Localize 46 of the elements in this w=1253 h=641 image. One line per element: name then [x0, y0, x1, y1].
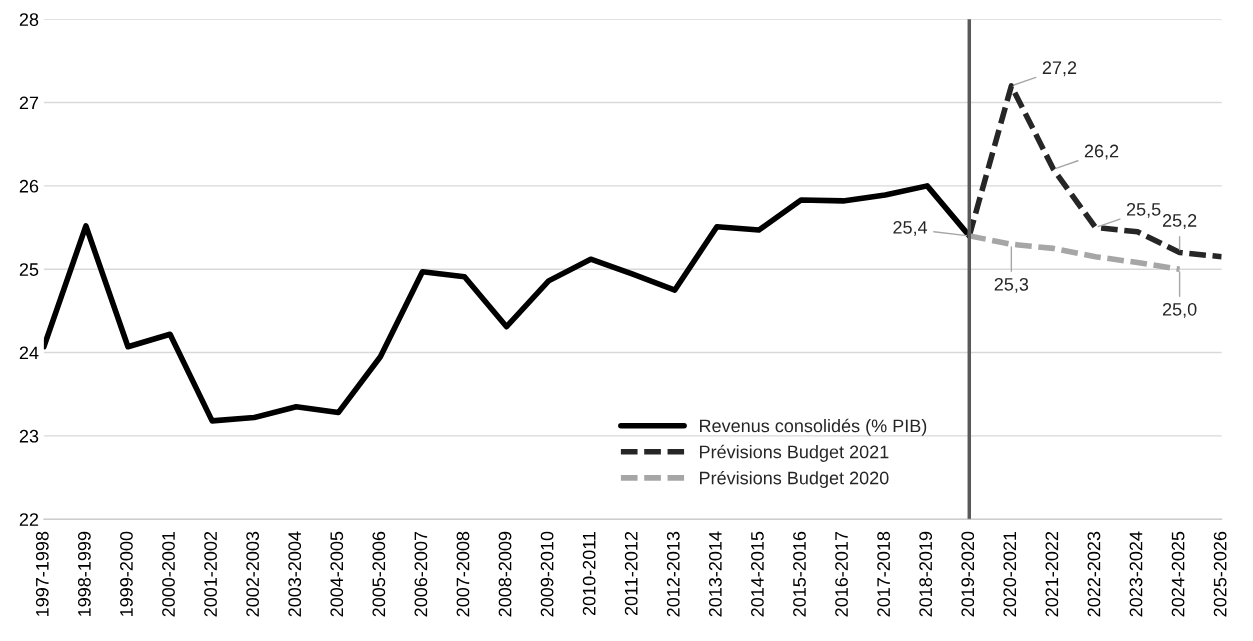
x-tick-label: 2010-2011	[582, 531, 596, 616]
x-tick-label: 2021-2022	[1045, 531, 1059, 617]
x-tick-label: 2008-2009	[498, 531, 512, 617]
x-tick-label: 2012-2013	[666, 531, 680, 617]
x-tick-label: 2007-2008	[456, 531, 470, 617]
x-tick-label: 1998-1999	[77, 531, 91, 616]
data-label: 25,0	[1162, 302, 1197, 318]
x-tick-label: 2017-2018	[877, 531, 890, 617]
x-tick-label: 1999-2000	[120, 531, 133, 616]
x-tick-label: 2005-2006	[372, 531, 386, 617]
x-tick-label: 2000-2001	[162, 531, 175, 617]
data-label: 25,5	[1126, 202, 1161, 218]
x-tick-label: 2023-2024	[1129, 531, 1143, 617]
legend-label: Revenus consolidés (% PIB)	[700, 418, 927, 436]
x-tick-label: 2009-2010	[540, 531, 554, 617]
x-tick-label: 2002-2003	[246, 531, 260, 617]
y-tick-label: 22	[19, 513, 39, 526]
x-tick-label: 2004-2005	[330, 531, 344, 617]
x-tick-label: 2024-2025	[1171, 531, 1185, 617]
x-tick-label: 2013-2014	[708, 531, 722, 617]
y-tick-label: 26	[19, 179, 39, 193]
x-tick-label: 1997-1998	[35, 531, 49, 616]
data-label: 25,3	[994, 277, 1029, 293]
x-tick-label: 2014-2015	[751, 531, 764, 617]
y-tick-label: 27	[19, 96, 39, 110]
legend-label: Prévisions Budget 2020	[700, 470, 889, 488]
x-tick-label: 2019-2020	[961, 531, 975, 617]
legend-label: Prévisions Budget 2021	[700, 444, 889, 462]
y-tick-label: 23	[19, 429, 39, 443]
x-tick-label: 2015-2016	[793, 531, 806, 617]
x-tick-label: 2003-2004	[288, 531, 302, 617]
x-tick-label: 2011-2012	[624, 531, 638, 616]
x-tick-label: 2001-2002	[204, 531, 217, 617]
y-tick-label: 25	[19, 263, 39, 276]
x-tick-label: 2022-2023	[1087, 531, 1101, 617]
x-tick-label: 2025-2026	[1213, 531, 1227, 617]
y-tick-label: 24	[19, 346, 39, 360]
data-label: 25,4	[893, 221, 928, 236]
data-label: 26,2	[1084, 144, 1119, 160]
data-label: 25,2	[1162, 214, 1197, 229]
x-tick-label: 2018-2019	[919, 531, 933, 617]
x-tick-label: 2006-2007	[414, 531, 428, 617]
y-tick-label: 28	[19, 13, 39, 26]
x-tick-label: 2016-2017	[835, 531, 848, 617]
data-label: 27,2	[1042, 61, 1077, 77]
x-tick-label: 2020-2021	[1003, 531, 1017, 617]
